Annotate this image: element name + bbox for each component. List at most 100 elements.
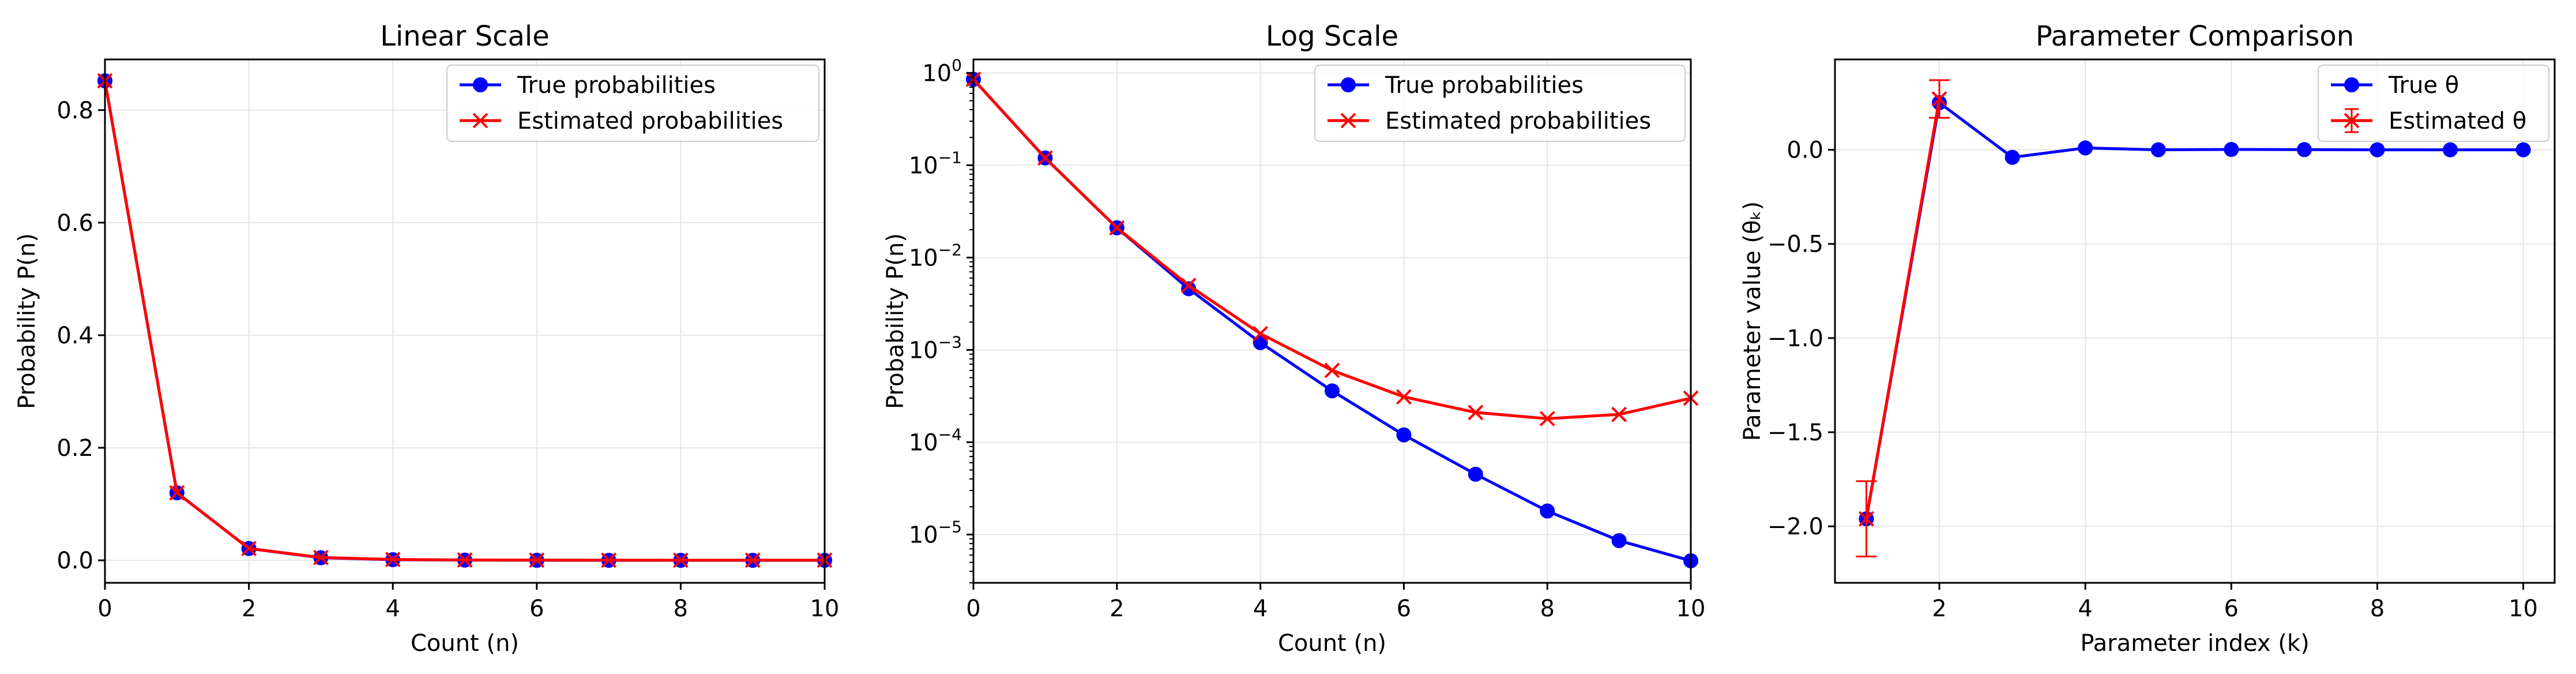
- legend-entry-true: True θ: [2331, 72, 2459, 99]
- legend: True probabilities Estimated probabiliti…: [1314, 65, 1686, 142]
- series-estimated-point: [529, 552, 545, 568]
- series-true-point: [1253, 335, 1268, 350]
- panel-log-scale: 0 2 4 6 8 10 100 10−1 10−2 10−3 10−4 10−5 Log Scale…: [882, 20, 1705, 657]
- x-tick-label: 0: [97, 596, 112, 622]
- series-estimated: [97, 73, 833, 568]
- series-true-point: [1540, 503, 1555, 519]
- series-estimated-point: [1539, 411, 1555, 426]
- y-axis-label: Parameter value (θₖ): [1739, 201, 1766, 441]
- x-tick-label: 2: [1110, 596, 1124, 622]
- plot-frame: [104, 58, 826, 584]
- series-estimated-point: [601, 552, 617, 568]
- series-true: [1859, 95, 2531, 527]
- series-estimated-point: [1859, 511, 1874, 527]
- x-tick-label: 8: [674, 596, 688, 622]
- series-estimated-point: [313, 549, 329, 566]
- series-estimated-point: [1037, 150, 1053, 166]
- y-tick-label: 10−5: [909, 517, 962, 548]
- legend-marker: [473, 77, 488, 92]
- series-estimated-point: [241, 541, 257, 556]
- x-tick-label: 10: [810, 596, 840, 622]
- x-tick-label: 8: [2370, 596, 2385, 622]
- x-axis-label: Parameter index (k): [2080, 630, 2309, 657]
- chart-title: Log Scale: [1266, 20, 1398, 53]
- x-tick-label: 4: [385, 596, 400, 622]
- legend-label: True probabilities: [1385, 72, 1584, 99]
- y-tick-label: −0.5: [1768, 231, 1823, 258]
- y-tick-label: 0.0: [1787, 137, 1823, 164]
- legend-entry-estimated: Estimated θ: [2331, 108, 2526, 134]
- series-true-point: [2078, 140, 2093, 156]
- legend-marker: [1340, 113, 1356, 129]
- legend-marker: [2344, 77, 2359, 92]
- y-tick-label: 100: [922, 55, 962, 87]
- y-axis-label: Probability P(n): [882, 233, 909, 409]
- legend-box: [2318, 65, 2549, 142]
- series-true-point: [1468, 466, 1483, 482]
- panel-linear-scale: 0 2 4 6 8 10 0.0 0.2 0.4 0.6 0.8 Linear Scale Coun…: [14, 20, 839, 657]
- series-estimated-point: [1611, 406, 1627, 422]
- x-tick-label: 10: [2509, 596, 2538, 622]
- panel-parameter-comparison: 2 4 6 8 10 0.0 −0.5 −1.0 −1.5 −2.0 Parameter Comp…: [1739, 20, 2556, 657]
- legend-label: Estimated probabilities: [517, 108, 783, 134]
- y-tick-label: −2.0: [1768, 514, 1823, 540]
- x-tick-label: 6: [529, 596, 544, 622]
- legend-entry-estimated: Estimated probabilities: [460, 108, 783, 134]
- series-true-point: [2224, 141, 2239, 157]
- series-estimated-point: [672, 552, 689, 568]
- y-tick-label: −1.5: [1768, 420, 1823, 446]
- y-tick-label: 0.6: [57, 210, 93, 237]
- legend-marker: [2344, 113, 2360, 129]
- y-tick-label: 0.0: [57, 548, 93, 574]
- series-true-point: [2515, 142, 2531, 158]
- series-estimated-point: [457, 552, 473, 568]
- series-true-point: [1325, 383, 1340, 399]
- x-tick-label: 6: [2224, 596, 2239, 622]
- y-tick-label: 10−3: [909, 332, 962, 364]
- x-tick-label: 8: [1540, 596, 1554, 622]
- series-estimated-point: [1180, 278, 1197, 293]
- series-estimated-point: [385, 552, 401, 567]
- y-tick-label: 0.2: [57, 435, 93, 462]
- legend-label: Estimated probabilities: [1385, 108, 1651, 134]
- y-axis-label: Probability P(n): [14, 233, 40, 409]
- series-estimated-point: [744, 552, 761, 568]
- series-estimated-point: [1324, 362, 1340, 379]
- x-axis-label: Count (n): [1278, 630, 1386, 657]
- series-true-point: [2005, 149, 2020, 165]
- series-true-point: [1611, 533, 1627, 548]
- y-tick-label: 10−2: [909, 240, 962, 271]
- series-estimated-line: [1864, 99, 1941, 519]
- x-tick-label: 4: [1253, 596, 1268, 622]
- series-true-point: [2443, 142, 2458, 158]
- chart-title: Parameter Comparison: [2036, 20, 2354, 53]
- chart-title: Linear Scale: [380, 20, 550, 53]
- x-tick-label: 10: [1676, 596, 1706, 622]
- x-tick-label: 2: [242, 596, 256, 622]
- series-true-point: [1396, 427, 1412, 443]
- x-tick-label: 4: [2078, 596, 2092, 622]
- legend-entry-true: True probabilities: [1328, 72, 1584, 99]
- x-tick-label: 2: [1932, 596, 1946, 622]
- series-estimated-point: [1468, 405, 1484, 421]
- series-estimated-point: [1109, 220, 1125, 236]
- y-tick-label: −1.0: [1768, 325, 1823, 352]
- series-true-point: [2296, 142, 2312, 158]
- series-true-point: [2370, 142, 2385, 158]
- y-tick-label: 0.8: [57, 98, 93, 124]
- y-tick-label: 0.4: [57, 323, 93, 349]
- legend-marker: [1341, 77, 1356, 92]
- legend-label: Estimated θ: [2389, 108, 2526, 134]
- series-estimated: [965, 72, 1699, 426]
- series-estimated-point: [169, 485, 185, 501]
- legend: True θ Estimated θ: [2318, 65, 2549, 142]
- series-true-point: [2150, 142, 2166, 158]
- x-axis-label: Count (n): [411, 630, 519, 657]
- legend-label: True θ: [2388, 72, 2459, 99]
- legend: True probabilities Estimated probabiliti…: [446, 65, 819, 142]
- plot-frame: [972, 58, 1692, 584]
- series-estimated-point: [1931, 91, 1947, 107]
- series-true-line: [1864, 101, 2524, 519]
